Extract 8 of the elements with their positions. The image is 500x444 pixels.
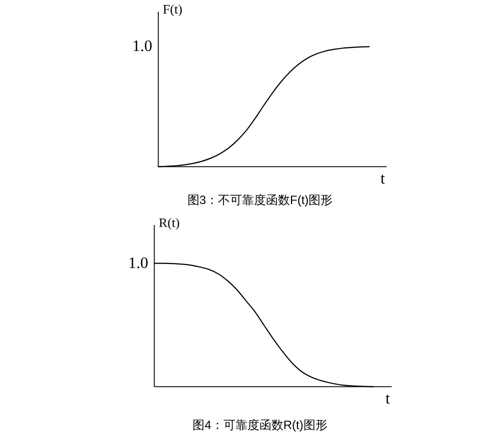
text: 图4：可靠度函数R(t)图形 — [192, 418, 328, 432]
text: 1.0 — [128, 254, 148, 272]
text: 图3：不可靠度函数F(t)图形 — [187, 193, 333, 207]
x-axis-title: t — [385, 390, 390, 408]
x-axis-title: t — [380, 170, 386, 188]
y-axis-title: R(t) — [158, 215, 180, 230]
text: 1.0 — [132, 38, 152, 56]
y-axis-title: F(t) — [162, 2, 182, 17]
